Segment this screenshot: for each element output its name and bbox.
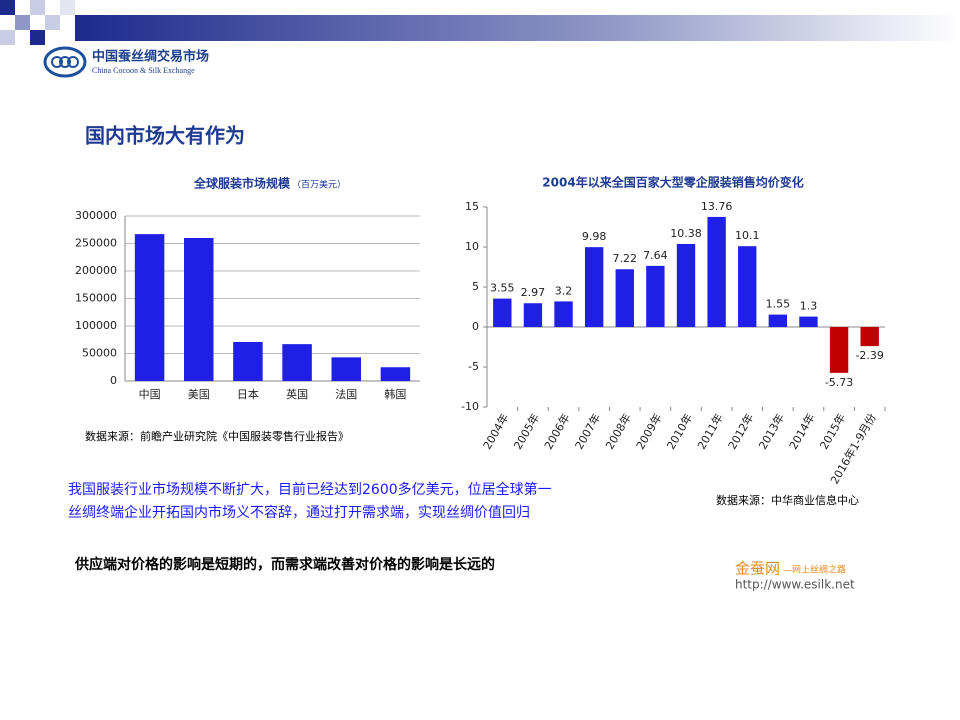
footer-url: http://www.esilk.net	[735, 578, 855, 592]
data-label: -5.73	[825, 376, 853, 389]
bar	[707, 216, 726, 327]
x-tick-label: 2007年	[572, 411, 604, 452]
bar	[380, 367, 411, 381]
y-tick-label: -5	[468, 360, 479, 373]
bar	[768, 314, 788, 327]
y-tick-label: 0	[472, 320, 479, 333]
bar	[738, 246, 757, 327]
data-label: 3.2	[555, 284, 573, 297]
y-tick-label: 50000	[82, 347, 117, 360]
footer-brand: 金蚕网	[735, 560, 780, 578]
bar	[134, 234, 165, 381]
x-tick-label: 2010年	[664, 411, 696, 452]
x-tick-label: 2008年	[602, 411, 634, 452]
y-tick-label: 250000	[75, 237, 117, 250]
data-label: 9.98	[582, 230, 607, 243]
x-tick-label: 2005年	[510, 411, 542, 452]
bar	[829, 327, 849, 373]
data-label: -2.39	[855, 349, 883, 362]
data-label: 1.55	[766, 298, 791, 311]
data-label: 7.64	[643, 249, 668, 262]
x-tick-label: 美国	[188, 388, 210, 401]
chart-title: 2004年以来全国百家大型零企服装销售均价变化	[542, 175, 803, 190]
logo-name: 中国蚕丝绸交易市场	[92, 49, 209, 65]
body-line: 丝绸终端企业开拓国内市场义不容辞，通过打开需求端，实现丝绸价值回归	[68, 504, 530, 521]
x-tick-label: 2015年	[817, 411, 849, 452]
bar	[523, 303, 543, 327]
data-label: 1.3	[800, 300, 818, 313]
y-tick-label: 0	[110, 374, 117, 387]
chart-source: 数据来源：前瞻产业研究院《中国服装零售行业报告》	[85, 429, 349, 443]
y-tick-label: 100000	[75, 319, 117, 332]
x-tick-label: 法国	[335, 387, 357, 401]
y-tick-label: 200000	[75, 264, 117, 277]
chart-source: 数据来源：中华商业信息中心	[716, 493, 859, 507]
bar	[282, 344, 312, 381]
logo-english: China Cocoon & Silk Exchange	[92, 66, 195, 75]
data-label: 7.22	[613, 252, 638, 265]
bar	[676, 243, 696, 327]
conclusion: 供应端对价格的影响是短期的，而需求端改善对价格的影响是长远的	[74, 556, 495, 573]
x-tick-label: 2014年	[786, 411, 818, 452]
x-tick-label: 韩国	[384, 387, 406, 401]
bar	[331, 357, 361, 381]
x-tick-label: 2012年	[725, 411, 757, 452]
data-label: 13.76	[701, 200, 733, 213]
bar	[799, 316, 818, 327]
x-tick-label: 中国	[139, 388, 161, 401]
decoration	[0, 0, 960, 45]
chart-subtitle: （百万美元）	[292, 179, 346, 191]
y-tick-label: 15	[465, 200, 479, 213]
data-label: 10.38	[670, 227, 702, 240]
chart-title: 全球服装市场规模	[193, 176, 291, 191]
heading: 国内市场大有作为	[85, 124, 245, 148]
y-tick-label: 300000	[75, 209, 117, 222]
bar	[493, 298, 512, 327]
x-tick-label: 2004年	[480, 411, 512, 452]
bar	[584, 247, 604, 327]
y-tick-label: 10	[465, 240, 479, 253]
x-tick-label: 日本	[237, 387, 259, 401]
bar	[615, 269, 634, 327]
y-tick-label: 150000	[75, 292, 117, 305]
data-label: 2.97	[521, 286, 546, 299]
data-label: 10.1	[735, 229, 760, 242]
x-tick-label: 英国	[286, 387, 308, 401]
logo: 中国蚕丝绸交易市场 China Cocoon & Silk Exchange	[43, 46, 209, 78]
x-tick-label: 2006年	[541, 411, 573, 452]
bar	[860, 327, 879, 347]
bar	[646, 265, 665, 327]
x-tick-label: 2011年	[694, 411, 726, 452]
bar	[554, 301, 573, 327]
x-tick-label: 2009年	[633, 411, 665, 452]
data-label: 3.55	[490, 282, 515, 295]
bar	[233, 341, 263, 381]
bar	[184, 238, 214, 381]
y-tick-label: 5	[472, 280, 479, 293]
y-tick-label: -10	[461, 400, 479, 413]
footer-tagline: —网上丝绸之路	[783, 564, 846, 576]
body-line: 我国服装行业市场规模不断扩大，目前已经达到2600多亿美元，位居全球第一	[68, 481, 552, 498]
x-tick-label: 2013年	[755, 411, 787, 452]
